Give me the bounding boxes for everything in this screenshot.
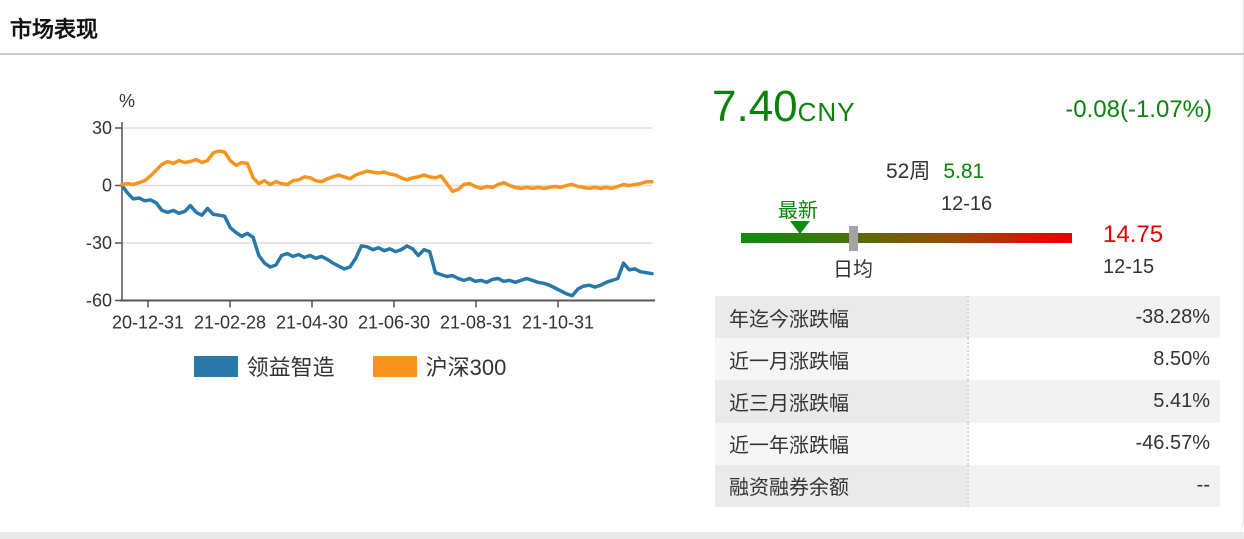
table-row: 年迄今涨跌幅 -38.28%: [715, 296, 1220, 339]
page-title: 市场表现: [10, 17, 99, 42]
svg-text:-30: -30: [86, 233, 112, 253]
legend-item-index[interactable]: 沪深300: [372, 350, 507, 382]
week52-range-label: 52周 5.81: [886, 155, 984, 185]
row-label: 近一年涨跌幅: [715, 422, 967, 465]
week52-range-slider: [741, 233, 1072, 243]
table-row: 近一年涨跌幅 -46.57%: [715, 422, 1220, 465]
svg-text:20-12-31: 20-12-31: [112, 313, 184, 333]
row-value: -46.57%: [967, 422, 1220, 465]
svg-text:21-08-31: 21-08-31: [440, 313, 512, 333]
chart-legend: 领益智造 沪深300: [0, 350, 700, 382]
week52-low: 5.81: [943, 160, 985, 183]
price-value: 7.40: [712, 82, 798, 131]
row-label: 融资融券余额: [715, 464, 967, 507]
svg-text:0: 0: [102, 176, 112, 196]
row-label: 年迄今涨跌幅: [715, 296, 967, 339]
week52-high: 14.75: [1103, 221, 1164, 248]
table-row: 近三月涨跌幅 5.41%: [715, 380, 1220, 423]
daily-average-marker-icon: [849, 226, 858, 251]
performance-line-chart: 30 0 -30 -60% 20-12-31 21-02-28 21-04-30 21-06-…: [86, 91, 655, 333]
daily-average-label: 日均: [833, 259, 873, 281]
table-row: 融资融券余额 --: [715, 464, 1220, 507]
week52-high-date: 12-15: [1103, 256, 1155, 278]
legend-item-stock[interactable]: 领益智造: [193, 350, 335, 382]
title-divider: [0, 53, 1244, 55]
legend-swatch: [372, 355, 417, 377]
row-value: --: [967, 464, 1220, 507]
legend-swatch: [193, 355, 238, 377]
svg-text:21-06-30: 21-06-30: [358, 313, 430, 333]
legend-label: 沪深300: [425, 355, 507, 380]
legend-label: 领益智造: [246, 355, 335, 380]
week52-label: 52周: [886, 160, 931, 183]
page-background-strip: [0, 532, 1244, 539]
row-label: 近一月涨跌幅: [715, 338, 967, 381]
latest-price-label: 最新: [777, 200, 818, 222]
current-price: 7.40 CNY: [712, 82, 856, 132]
table-row: 近一月涨跌幅 8.50%: [715, 338, 1220, 381]
row-value: 5.41%: [967, 380, 1220, 423]
price-change: -0.08(-1.07%): [1065, 96, 1212, 123]
row-value: 8.50%: [967, 338, 1220, 381]
week52-low-date: 12-16: [941, 193, 993, 215]
row-label: 近三月涨跌幅: [715, 380, 967, 423]
svg-text:30: 30: [92, 118, 112, 138]
performance-table: 年迄今涨跌幅 -38.28% 近一月涨跌幅 8.50% 近三月涨跌幅 5.41% 近一年涨跌…: [715, 296, 1220, 507]
svg-text:%: %: [119, 91, 135, 111]
svg-text:-60: -60: [86, 291, 112, 311]
svg-text:21-02-28: 21-02-28: [194, 313, 266, 333]
svg-text:21-04-30: 21-04-30: [276, 313, 348, 333]
svg-text:21-10-31: 21-10-31: [522, 313, 594, 333]
row-value: -38.28%: [967, 296, 1220, 339]
price-currency: CNY: [797, 97, 856, 127]
latest-price-marker-icon: [789, 221, 810, 234]
